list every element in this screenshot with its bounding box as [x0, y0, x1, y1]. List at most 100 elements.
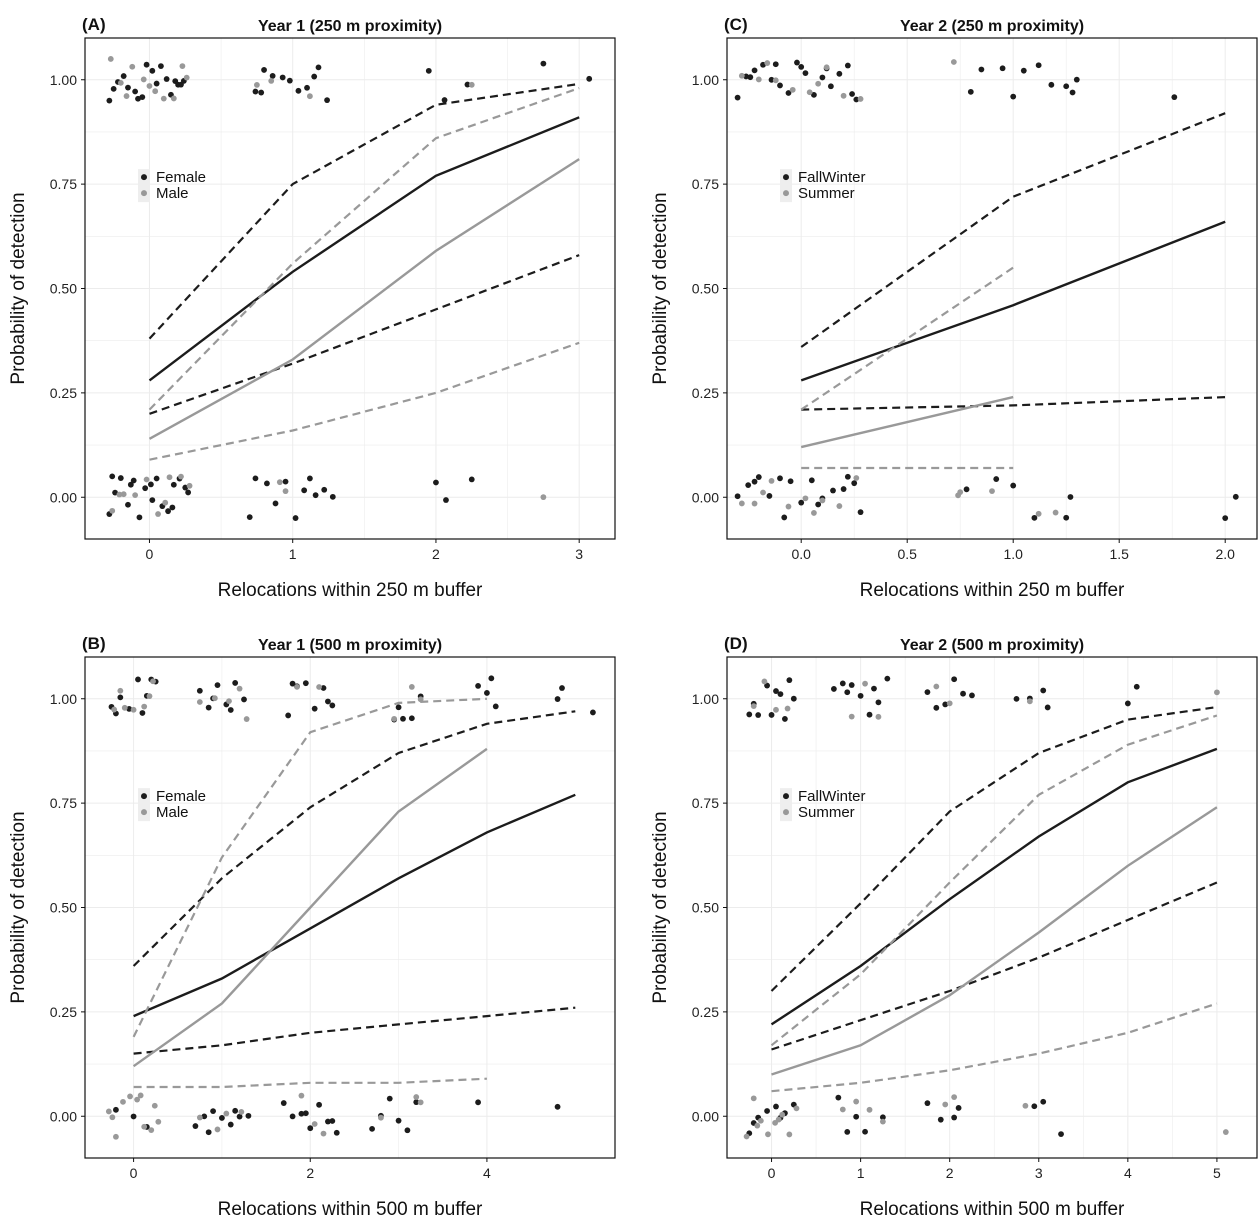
panel-label: (B): [82, 634, 106, 653]
data-point: [268, 78, 275, 84]
data-point: [819, 497, 826, 504]
data-point: [866, 1106, 873, 1113]
data-point: [253, 81, 260, 88]
legend-marker: [783, 190, 789, 197]
y-tick-label: 0.50: [692, 281, 719, 297]
data-point: [127, 1093, 133, 1100]
upper-ci-line: [132, 710, 576, 967]
data-point: [942, 701, 949, 708]
data-point: [750, 703, 757, 710]
data-point: [1124, 700, 1131, 707]
upper-ci-line: [132, 697, 487, 1038]
data-point: [109, 1114, 116, 1121]
data-point: [166, 474, 173, 481]
data-point: [280, 1100, 287, 1106]
x-tick-label: 0.5: [897, 546, 917, 562]
data-point: [134, 1096, 141, 1103]
fit-line: [133, 793, 576, 1018]
x-tick-label: 3: [1035, 1165, 1043, 1181]
data-point: [1031, 1103, 1038, 1110]
data-point: [223, 1110, 230, 1117]
data-point: [738, 500, 745, 507]
data-point: [933, 704, 940, 711]
data-point: [808, 477, 815, 484]
data-point: [955, 1105, 962, 1111]
data-point: [196, 699, 203, 705]
data-point: [789, 86, 796, 93]
data-point: [311, 1121, 318, 1127]
data-point: [848, 713, 855, 720]
data-point: [369, 1125, 375, 1132]
data-point: [117, 79, 124, 86]
data-point: [320, 685, 327, 691]
data-point: [139, 710, 146, 716]
chart-panel: 0.00 0.25 0.50 0.75 1.00 0 1 2 3 Year 1 (250 m pr…: [8, 15, 616, 601]
data-point: [757, 1117, 764, 1124]
legend-label: FallWinter: [798, 788, 866, 805]
data-point: [302, 1110, 309, 1117]
y-tick-label: 0.25: [692, 385, 719, 401]
data-point: [967, 88, 974, 95]
chart-title: Year 1 (250 m proximity): [258, 18, 442, 35]
data-point: [1063, 83, 1070, 90]
data-point: [127, 481, 134, 488]
x-tick-label: 2: [946, 1165, 954, 1181]
data-point: [117, 475, 124, 481]
data-point: [329, 1118, 336, 1124]
data-point: [779, 1111, 786, 1118]
data-point: [1073, 76, 1080, 83]
legend-marker: [783, 793, 789, 800]
data-point: [839, 680, 846, 687]
x-tick-label: 4: [1124, 1165, 1132, 1181]
legend-key-background: [780, 788, 792, 822]
data-point: [185, 489, 192, 496]
legend-label: Female: [156, 788, 206, 805]
y-axis-title: Probability of detection: [650, 192, 671, 384]
data-point: [325, 1118, 331, 1125]
data-point: [755, 712, 762, 718]
data-point: [1010, 482, 1017, 489]
data-point: [862, 680, 868, 687]
data-point: [784, 705, 791, 712]
y-tick-label: 1.00: [692, 691, 719, 707]
data-point: [853, 1098, 860, 1105]
y-tick-label: 0.00: [692, 489, 719, 505]
upper-ci-line: [148, 87, 580, 411]
data-point: [590, 709, 596, 716]
y-tick-label: 1.00: [692, 72, 719, 88]
data-point: [540, 494, 547, 501]
data-point: [554, 696, 561, 702]
data-point: [153, 80, 160, 87]
data-point: [158, 63, 164, 70]
x-axis-title: Relocations within 500 m buffer: [218, 1199, 483, 1219]
y-tick-label: 1.00: [50, 691, 77, 707]
data-point: [289, 1113, 296, 1120]
data-point: [109, 507, 116, 514]
data-point: [946, 700, 953, 707]
data-point: [246, 514, 253, 521]
data-point: [139, 94, 146, 100]
data-point: [279, 74, 286, 81]
data-point: [844, 1128, 851, 1135]
data-point: [252, 475, 259, 482]
x-axis-title: Relocations within 250 m buffer: [218, 580, 483, 601]
fit-line: [771, 806, 1218, 1076]
data-point: [951, 676, 958, 683]
data-point: [146, 693, 153, 700]
data-point: [183, 74, 190, 81]
data-point: [201, 1113, 208, 1120]
data-point: [775, 1116, 782, 1123]
data-point: [155, 1118, 162, 1125]
data-point: [773, 688, 779, 694]
legend-key-background: [138, 788, 150, 822]
data-point: [844, 689, 851, 696]
data-point: [113, 1133, 119, 1140]
x-tick-label: 1.5: [1109, 546, 1129, 562]
data-point: [989, 488, 995, 495]
data-point: [540, 60, 547, 67]
data-point: [111, 706, 118, 713]
data-point: [798, 63, 805, 70]
data-point: [1026, 698, 1033, 705]
